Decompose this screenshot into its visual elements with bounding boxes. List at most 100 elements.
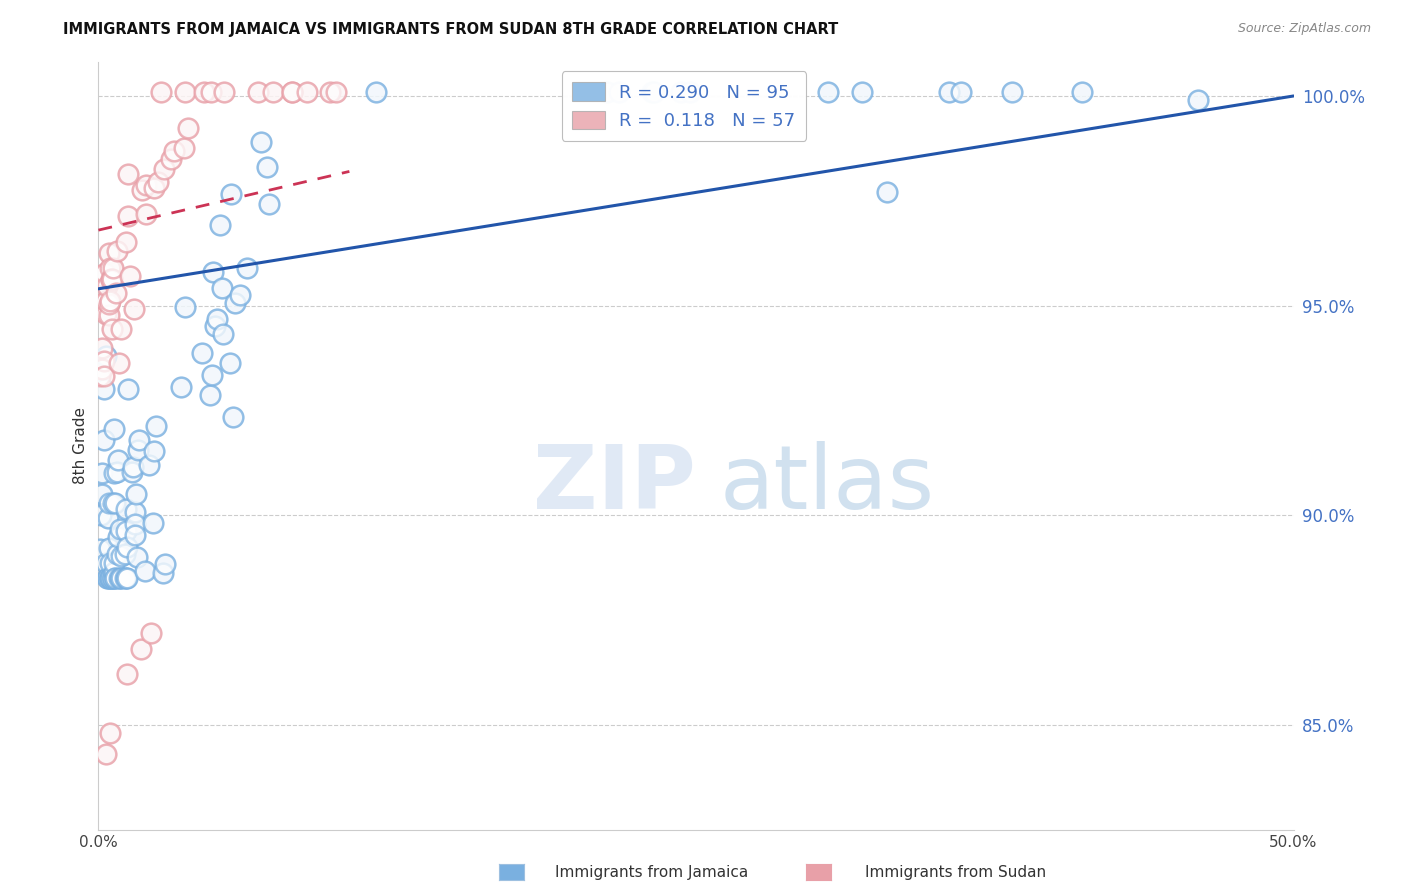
Point bbox=[221, 410, 243, 425]
Point bbox=[262, 85, 284, 99]
Point bbox=[115, 502, 138, 516]
Point bbox=[150, 85, 173, 99]
Point bbox=[108, 571, 131, 585]
Point bbox=[146, 175, 169, 189]
Point bbox=[135, 178, 157, 192]
Point bbox=[100, 272, 122, 286]
Point bbox=[97, 510, 120, 524]
Point bbox=[117, 167, 139, 181]
Point bbox=[1001, 85, 1024, 99]
Point bbox=[153, 557, 176, 571]
Point bbox=[104, 571, 127, 585]
Point bbox=[124, 505, 146, 519]
Point bbox=[100, 272, 122, 286]
Point bbox=[114, 235, 136, 250]
Point bbox=[105, 244, 128, 258]
Point bbox=[117, 571, 139, 585]
Point bbox=[97, 246, 120, 260]
Point bbox=[256, 161, 278, 175]
Point bbox=[114, 547, 136, 561]
Point bbox=[114, 235, 136, 250]
Point bbox=[204, 319, 226, 334]
Point bbox=[208, 218, 231, 232]
Point bbox=[98, 556, 121, 570]
Point bbox=[125, 549, 148, 564]
Point bbox=[142, 516, 165, 531]
Point bbox=[174, 300, 197, 314]
Point bbox=[108, 522, 131, 536]
Point bbox=[115, 667, 138, 681]
Point bbox=[596, 85, 619, 99]
Point bbox=[100, 272, 122, 286]
Point bbox=[122, 301, 145, 316]
Point bbox=[191, 346, 214, 360]
Point bbox=[98, 496, 121, 510]
Point bbox=[198, 387, 221, 401]
Point bbox=[152, 566, 174, 580]
Point bbox=[135, 207, 157, 221]
Point bbox=[93, 433, 115, 447]
Point bbox=[174, 300, 197, 314]
Point bbox=[110, 571, 132, 585]
Point bbox=[110, 322, 132, 336]
Point bbox=[125, 487, 148, 501]
Point bbox=[100, 571, 122, 585]
Point bbox=[97, 571, 120, 585]
Point bbox=[201, 265, 224, 279]
Point bbox=[97, 510, 120, 524]
Point bbox=[1187, 93, 1209, 107]
Point bbox=[211, 326, 233, 341]
Point bbox=[91, 487, 114, 501]
Point bbox=[110, 571, 132, 585]
Point bbox=[204, 319, 226, 334]
Text: ZIP: ZIP bbox=[533, 441, 696, 528]
Point bbox=[89, 368, 111, 383]
Point bbox=[125, 487, 148, 501]
Point bbox=[214, 85, 236, 99]
Point bbox=[115, 667, 138, 681]
Point bbox=[93, 296, 115, 310]
Point bbox=[94, 349, 117, 363]
Point bbox=[107, 530, 129, 544]
Point bbox=[160, 153, 183, 167]
Point bbox=[114, 571, 136, 585]
Point bbox=[103, 261, 125, 276]
Point bbox=[98, 496, 121, 510]
Point bbox=[247, 85, 270, 99]
Point bbox=[257, 197, 280, 211]
Y-axis label: 8th Grade: 8th Grade bbox=[73, 408, 89, 484]
Point bbox=[94, 307, 117, 321]
Point bbox=[142, 516, 165, 531]
Point bbox=[205, 311, 228, 326]
Point bbox=[160, 153, 183, 167]
Point bbox=[281, 85, 304, 99]
Point bbox=[173, 141, 195, 155]
Point bbox=[105, 547, 128, 561]
Point bbox=[98, 541, 121, 555]
Point bbox=[817, 85, 839, 99]
Point bbox=[98, 297, 121, 311]
Point bbox=[98, 261, 121, 276]
Point bbox=[89, 269, 111, 284]
Point bbox=[609, 85, 631, 99]
Point bbox=[135, 178, 157, 192]
Point bbox=[150, 85, 173, 99]
Point bbox=[91, 341, 114, 355]
Point bbox=[211, 281, 233, 295]
Point bbox=[110, 322, 132, 336]
Point bbox=[124, 516, 146, 531]
Point bbox=[281, 85, 304, 99]
Point bbox=[117, 382, 139, 396]
Point bbox=[170, 380, 193, 394]
Point bbox=[97, 246, 120, 260]
Point bbox=[93, 353, 115, 368]
Point bbox=[138, 458, 160, 472]
Point bbox=[98, 556, 121, 570]
Point bbox=[117, 209, 139, 223]
Text: IMMIGRANTS FROM JAMAICA VS IMMIGRANTS FROM SUDAN 8TH GRADE CORRELATION CHART: IMMIGRANTS FROM JAMAICA VS IMMIGRANTS FR… bbox=[63, 22, 838, 37]
Point bbox=[94, 307, 117, 321]
Point bbox=[110, 549, 132, 564]
Point bbox=[103, 496, 125, 510]
Point bbox=[101, 571, 124, 585]
Point bbox=[128, 433, 150, 447]
